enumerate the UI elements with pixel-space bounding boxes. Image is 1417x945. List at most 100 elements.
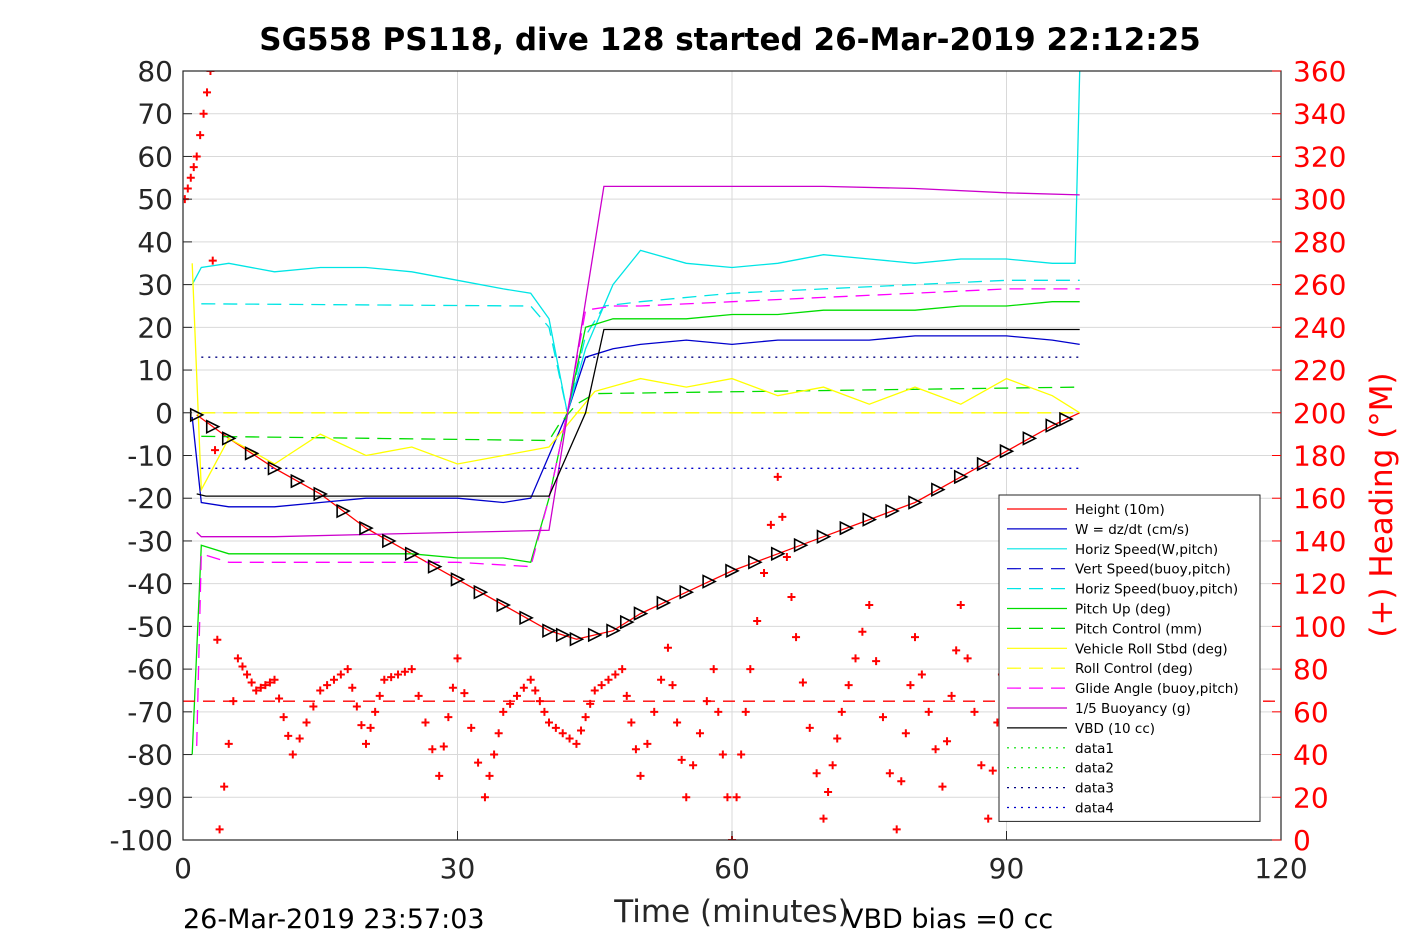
heading-marker bbox=[192, 152, 201, 161]
y-right-tick-label: 340 bbox=[1293, 98, 1346, 131]
legend-label: Pitch Up (deg) bbox=[1075, 602, 1171, 618]
heading-marker bbox=[220, 782, 229, 791]
heading-marker bbox=[885, 769, 894, 778]
legend-label: data1 bbox=[1075, 741, 1114, 757]
heading-marker bbox=[309, 702, 318, 711]
y-tick-label: 40 bbox=[137, 226, 173, 259]
heading-marker bbox=[947, 691, 956, 700]
y-right-tick-label: 140 bbox=[1293, 525, 1346, 558]
heading-marker bbox=[590, 686, 599, 695]
heading-marker bbox=[723, 793, 732, 802]
heading-marker bbox=[519, 683, 528, 692]
series-w-dz-dt-cm-s bbox=[191, 335, 1080, 508]
y-right-tick-label: 280 bbox=[1293, 226, 1346, 259]
heading-marker bbox=[275, 694, 284, 703]
heading-marker bbox=[186, 173, 195, 182]
series-group bbox=[183, 71, 1281, 840]
heading-marker bbox=[265, 678, 274, 687]
triangle-marker bbox=[793, 537, 809, 553]
heading-marker bbox=[778, 512, 787, 521]
heading-marker bbox=[279, 713, 288, 722]
triangle-marker bbox=[473, 584, 489, 600]
y-right-tick-label: 240 bbox=[1293, 311, 1346, 344]
heading-marker bbox=[952, 646, 961, 655]
heading-marker bbox=[844, 681, 853, 690]
y-right-tick-label: 40 bbox=[1293, 739, 1329, 772]
heading-marker bbox=[233, 654, 242, 663]
legend-label: data2 bbox=[1075, 761, 1114, 777]
heading-marker bbox=[407, 665, 416, 674]
heading-marker bbox=[911, 633, 919, 642]
heading-marker bbox=[741, 707, 750, 716]
triangle-marker bbox=[221, 431, 237, 446]
y-tick-label: -70 bbox=[127, 696, 173, 729]
heading-marker bbox=[897, 777, 906, 786]
y-right-tick-label: 360 bbox=[1293, 55, 1346, 88]
triangle-marker bbox=[382, 533, 397, 549]
heading-marker bbox=[732, 793, 741, 802]
triangle-marker bbox=[999, 443, 1015, 459]
triangle-marker bbox=[702, 574, 717, 589]
heading-marker bbox=[435, 771, 444, 780]
heading-marker bbox=[963, 654, 972, 663]
series-pitch-up-deg bbox=[191, 301, 1080, 755]
height-markers bbox=[189, 407, 1074, 647]
y-right-tick-label: 260 bbox=[1293, 269, 1346, 302]
triangle-marker bbox=[496, 597, 512, 613]
legend-label: Glide Angle (buoy,pitch) bbox=[1075, 681, 1239, 697]
heading-marker bbox=[858, 627, 867, 636]
heading-marker bbox=[485, 771, 494, 780]
heading-marker bbox=[760, 568, 769, 577]
heading-marker bbox=[366, 723, 375, 732]
triangle-marker bbox=[569, 631, 585, 647]
heading-marker bbox=[421, 718, 430, 727]
heading-marker bbox=[400, 667, 409, 676]
series-horiz-speed-buoy-pitch bbox=[201, 279, 1080, 413]
heading-marker bbox=[535, 697, 544, 706]
heading-marker bbox=[865, 601, 874, 610]
plot-area: 0 30 60 90 12080706050403020100-10-20-30-40-… bbox=[109, 55, 1346, 885]
triangle-marker bbox=[313, 486, 329, 502]
triangle-marker bbox=[816, 529, 832, 544]
heading-marker bbox=[657, 675, 666, 684]
y-tick-label: -50 bbox=[127, 610, 173, 643]
heading-marker bbox=[618, 665, 627, 674]
x-tick-label: 60 bbox=[714, 852, 750, 885]
heading-marker bbox=[371, 707, 380, 716]
heading-marker bbox=[261, 681, 270, 690]
heading-marker bbox=[448, 683, 457, 692]
triangle-marker bbox=[404, 546, 420, 562]
series-vehicle-roll-stbd-deg bbox=[191, 263, 1081, 493]
y-tick-label: -30 bbox=[127, 525, 173, 558]
heading-marker bbox=[474, 758, 483, 767]
y-tick-label: 20 bbox=[137, 311, 173, 344]
series-height-10m bbox=[196, 412, 1080, 640]
heading-marker bbox=[494, 729, 503, 738]
heading-marker bbox=[480, 793, 489, 802]
heading-marker bbox=[682, 793, 691, 802]
heading-marker bbox=[329, 675, 338, 684]
y-tick-label: -60 bbox=[127, 653, 173, 686]
y-tick-label: 60 bbox=[137, 140, 173, 173]
heading-marker bbox=[924, 707, 933, 716]
y-right-tick-label: 200 bbox=[1293, 397, 1346, 430]
triangle-marker bbox=[1022, 431, 1038, 446]
heading-marker bbox=[956, 601, 965, 610]
triangle-marker bbox=[953, 469, 969, 485]
y-tick-label: -90 bbox=[127, 781, 173, 814]
heading-marker bbox=[668, 681, 677, 690]
y-right-tick-label: 160 bbox=[1293, 482, 1346, 515]
heading-marker bbox=[636, 771, 645, 780]
heading-marker bbox=[206, 71, 215, 75]
y-tick-label: -40 bbox=[127, 568, 173, 601]
heading-marker bbox=[453, 654, 462, 663]
heading-marker bbox=[247, 678, 256, 687]
triangle-marker bbox=[244, 446, 260, 461]
triangle-marker bbox=[976, 456, 992, 472]
heading-marker bbox=[414, 691, 423, 700]
heading-marker bbox=[746, 665, 755, 674]
legend-label: Pitch Control (mm) bbox=[1075, 621, 1202, 637]
triangle-marker bbox=[908, 495, 923, 510]
heading-marker bbox=[439, 742, 448, 751]
